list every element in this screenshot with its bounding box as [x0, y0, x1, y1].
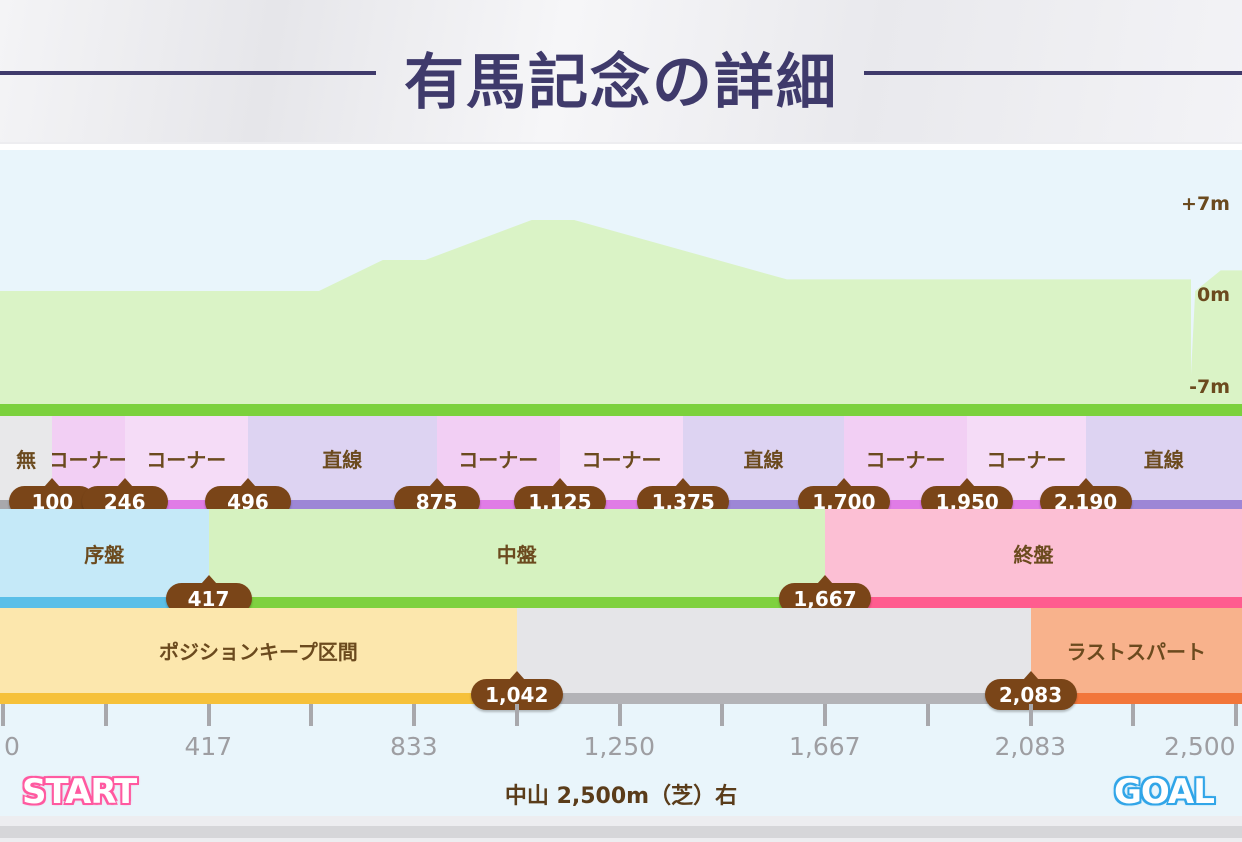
axis-tick	[617, 704, 622, 726]
bottom-divider	[0, 826, 1242, 838]
axis-tick-label: 1,250	[583, 732, 656, 761]
spurt-segment: ラストスパート	[1030, 608, 1242, 693]
axis-tick-label: 2,083	[994, 732, 1067, 761]
page-title: 有馬記念の詳細	[404, 48, 838, 118]
elevation-baseline	[0, 404, 1242, 416]
axis-tick	[309, 704, 314, 726]
spurt-segment	[516, 608, 1031, 693]
axis-tick	[823, 704, 827, 726]
axis-tick-label: 417	[184, 732, 233, 761]
elevation-label-low: -7m	[1189, 376, 1230, 398]
axis-tick	[1131, 704, 1136, 726]
axis-tick	[514, 704, 519, 726]
phase-stripe	[825, 597, 1242, 608]
axis-tick	[412, 704, 416, 726]
title-line-right	[864, 71, 1242, 75]
panel-top-edge	[0, 144, 1242, 150]
page-header: 有馬記念の詳細	[0, 0, 1242, 142]
track-stripe	[247, 500, 437, 511]
goal-label: GOAL	[1114, 772, 1215, 812]
elevation-chart	[0, 220, 1242, 406]
course-info: 中山 2,500m（芝）右	[504, 784, 738, 809]
axis-tick-label: 0	[4, 732, 20, 761]
axis-tick-label: 833	[390, 732, 438, 761]
race-phase-row: 序盤 中盤 終盤 417 1,667	[0, 509, 1242, 614]
axis-tick	[1, 704, 5, 726]
elevation-label-high: +7m	[1181, 193, 1230, 215]
track-stripe	[1085, 500, 1242, 511]
race-detail-panel: +7m 0m -7m 無コーナー コーナー 直線 コーナー コーナー 直線 コーナー コーナー…	[0, 150, 1242, 816]
axis-tick	[1028, 704, 1033, 726]
spurt-stripe	[516, 693, 1031, 704]
axis-tick-label: 2,500	[1164, 732, 1236, 761]
phase-segment: 序盤	[0, 509, 209, 597]
elevation-label-zero: 0m	[1196, 284, 1230, 306]
elevation-profile-area	[0, 220, 1242, 406]
phase-stripe	[208, 597, 825, 608]
start-label: START	[22, 772, 137, 812]
phase-stripe	[0, 597, 209, 608]
phase-segment: 中盤	[208, 509, 825, 597]
axis-tick	[206, 704, 211, 726]
axis-tick	[103, 704, 108, 726]
axis-tick-label: 1,667	[789, 732, 861, 761]
phase-segment: 終盤	[825, 509, 1242, 597]
axis-tick	[1234, 704, 1238, 726]
spurt-section-row: ポジションキープ区間 ラストスパート 1,042 2,083	[0, 608, 1242, 710]
axis-tick	[720, 704, 725, 726]
spurt-stripe	[1030, 693, 1242, 704]
axis-tick	[925, 704, 930, 726]
track-shape-row: 無コーナー コーナー 直線 コーナー コーナー 直線 コーナー コーナー 直線 100 246 496…	[0, 416, 1242, 517]
title-line-left	[0, 71, 376, 75]
spurt-stripe	[0, 693, 517, 704]
spurt-segment: ポジションキープ区間	[0, 608, 517, 693]
track-stripe	[683, 500, 844, 511]
